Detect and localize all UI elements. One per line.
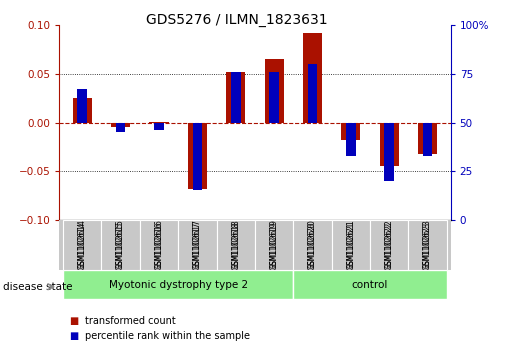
Text: GDS5276 / ILMN_1823631: GDS5276 / ILMN_1823631 — [146, 13, 328, 27]
Text: GSM1102615: GSM1102615 — [116, 220, 125, 270]
Text: GSM1102618: GSM1102618 — [231, 220, 240, 270]
Text: GSM1102616: GSM1102616 — [154, 220, 163, 270]
Bar — [384, 122, 394, 181]
Bar — [140, 220, 178, 270]
Bar — [303, 33, 322, 122]
Bar — [307, 64, 317, 122]
Bar — [178, 220, 216, 270]
Bar — [332, 220, 370, 270]
Bar — [346, 122, 356, 155]
Bar — [193, 122, 202, 191]
Bar — [73, 98, 92, 122]
Text: GSM1102622: GSM1102622 — [385, 220, 394, 270]
Bar — [269, 72, 279, 122]
Bar — [216, 220, 255, 270]
Text: GSM1102616: GSM1102616 — [154, 222, 163, 268]
Text: GSM1102614: GSM1102614 — [78, 220, 87, 270]
Bar — [226, 72, 245, 122]
Bar — [63, 220, 101, 270]
Bar — [380, 122, 399, 166]
Text: disease state: disease state — [3, 282, 72, 292]
Bar — [154, 122, 164, 130]
Bar — [294, 220, 332, 270]
Text: GSM1102615: GSM1102615 — [116, 222, 125, 268]
Bar — [408, 220, 447, 270]
Text: GSM1102614: GSM1102614 — [78, 222, 87, 268]
Bar — [423, 122, 433, 155]
Bar — [294, 270, 447, 299]
Text: GSM1102619: GSM1102619 — [270, 220, 279, 270]
Text: GSM1102622: GSM1102622 — [385, 222, 394, 268]
Bar — [116, 122, 126, 132]
Text: control: control — [352, 280, 388, 290]
Text: transformed count: transformed count — [85, 316, 176, 326]
Bar — [231, 72, 241, 122]
Text: GSM1102620: GSM1102620 — [308, 222, 317, 268]
Text: ■: ■ — [70, 316, 79, 326]
Text: GSM1102621: GSM1102621 — [347, 222, 355, 268]
Bar — [418, 122, 437, 154]
Bar — [77, 90, 87, 122]
Text: ■: ■ — [70, 331, 79, 341]
Bar — [341, 122, 360, 140]
Text: GSM1102618: GSM1102618 — [231, 222, 240, 268]
Bar — [370, 220, 408, 270]
Text: GSM1102621: GSM1102621 — [347, 220, 355, 270]
Text: GSM1102623: GSM1102623 — [423, 222, 432, 268]
Bar — [63, 270, 294, 299]
Text: GSM1102619: GSM1102619 — [270, 222, 279, 268]
Text: GSM1102617: GSM1102617 — [193, 222, 202, 268]
Text: GSM1102623: GSM1102623 — [423, 220, 432, 270]
Bar — [101, 220, 140, 270]
Bar — [265, 60, 284, 122]
Bar — [111, 122, 130, 127]
Text: Myotonic dystrophy type 2: Myotonic dystrophy type 2 — [109, 280, 248, 290]
Bar — [188, 122, 207, 188]
Text: GSM1102620: GSM1102620 — [308, 220, 317, 270]
Text: percentile rank within the sample: percentile rank within the sample — [85, 331, 250, 341]
Text: GSM1102617: GSM1102617 — [193, 220, 202, 270]
Bar — [255, 220, 294, 270]
